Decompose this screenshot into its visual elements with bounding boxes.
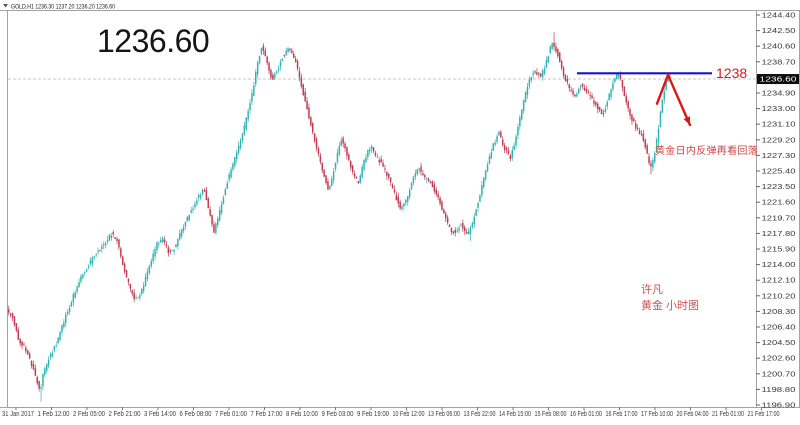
svg-text:1217.80: 1217.80 — [762, 231, 796, 238]
current-price-tag: 1236.60 — [757, 74, 799, 85]
svg-text:1208.30: 1208.30 — [762, 309, 796, 316]
svg-text:1214.00: 1214.00 — [762, 262, 796, 269]
svg-text:31 Jan 2017: 31 Jan 2017 — [2, 411, 34, 418]
svg-text:1242.50: 1242.50 — [762, 28, 796, 35]
svg-text:7 Feb 17:00: 7 Feb 17:00 — [251, 411, 283, 418]
svg-text:1238.70: 1238.70 — [762, 59, 796, 66]
svg-text:13 Feb 22:00: 13 Feb 22:00 — [464, 411, 496, 418]
svg-text:9 Feb 03:00: 9 Feb 03:00 — [322, 411, 354, 418]
svg-text:1240.60: 1240.60 — [762, 44, 796, 51]
svg-text:1221.60: 1221.60 — [762, 200, 796, 207]
signature-title: 黄金 小时图 — [641, 298, 699, 312]
svg-text:1204.50: 1204.50 — [762, 340, 796, 347]
svg-text:1223.50: 1223.50 — [762, 184, 796, 191]
candles-layer[interactable] — [8, 32, 671, 402]
symbol-ohlc-label: GOLD,H1 1236.30 1237.20 1236.20 1236.60 — [11, 5, 116, 11]
svg-text:1219.70: 1219.70 — [762, 215, 796, 222]
svg-text:1233.00: 1233.00 — [762, 106, 796, 113]
forecast-arrow — [655, 73, 692, 127]
svg-text:7 Feb 01:00: 7 Feb 01:00 — [215, 411, 247, 418]
watermark-price: 1236.60 — [97, 23, 209, 59]
svg-text:1244.40: 1244.40 — [762, 13, 796, 20]
svg-text:9 Feb 19:00: 9 Feb 19:00 — [357, 411, 389, 418]
svg-text:3 Feb 14:00: 3 Feb 14:00 — [144, 411, 176, 418]
svg-text:1236.60: 1236.60 — [760, 77, 797, 84]
level-price-label: 1238 — [716, 65, 747, 81]
svg-text:1206.40: 1206.40 — [762, 325, 796, 332]
trader-annotations — [577, 72, 712, 127]
svg-text:1202.60: 1202.60 — [762, 356, 796, 363]
svg-text:1234.90: 1234.90 — [762, 91, 796, 98]
svg-text:2 Feb 05:00: 2 Feb 05:00 — [73, 411, 105, 418]
svg-text:21 Feb 17:00: 21 Feb 17:00 — [748, 411, 780, 418]
svg-text:1227.30: 1227.30 — [762, 153, 796, 160]
forecast-arrowhead — [683, 116, 690, 126]
svg-text:6 Feb 08:00: 6 Feb 08:00 — [180, 411, 212, 418]
svg-text:8 Feb 10:00: 8 Feb 10:00 — [286, 411, 318, 418]
svg-text:2 Feb 21:00: 2 Feb 21:00 — [109, 411, 141, 418]
svg-text:15 Feb 08:00: 15 Feb 08:00 — [535, 411, 567, 418]
svg-text:16 Feb 17:00: 16 Feb 17:00 — [606, 411, 638, 418]
signature-name: 许凡 — [641, 283, 663, 296]
chart-dropdown-icon[interactable] — [3, 4, 8, 8]
svg-text:1212.10: 1212.10 — [762, 278, 796, 285]
svg-text:1198.80: 1198.80 — [762, 387, 796, 394]
svg-text:1229.20: 1229.20 — [762, 137, 796, 144]
svg-text:1200.70: 1200.70 — [762, 371, 796, 378]
svg-text:1225.40: 1225.40 — [762, 169, 796, 176]
svg-text:16 Feb 01:00: 16 Feb 01:00 — [570, 411, 602, 418]
svg-text:20 Feb 04:00: 20 Feb 04:00 — [677, 411, 709, 418]
svg-text:1 Feb 12:00: 1 Feb 12:00 — [38, 411, 70, 418]
svg-text:1196.90: 1196.90 — [762, 403, 796, 410]
svg-text:17 Feb 10:00: 17 Feb 10:00 — [641, 411, 673, 418]
svg-text:1231.10: 1231.10 — [762, 122, 796, 129]
svg-text:13 Feb 06:00: 13 Feb 06:00 — [428, 411, 460, 418]
svg-text:21 Feb 01:00: 21 Feb 01:00 — [712, 411, 744, 418]
forecast-note: 黄金日内反弹再看回落 — [655, 144, 758, 157]
svg-text:1215.90: 1215.90 — [762, 247, 796, 254]
svg-text:10 Feb 12:00: 10 Feb 12:00 — [393, 411, 425, 418]
price-axis[interactable]: 1244.401242.501240.601238.701236.801234.… — [756, 13, 796, 410]
svg-text:1210.20: 1210.20 — [762, 293, 796, 300]
svg-text:14 Feb 15:00: 14 Feb 15:00 — [499, 411, 531, 418]
time-axis[interactable]: 31 Jan 2017 1 Feb 12:00 2 Feb 05:00 2 Feb 2… — [2, 407, 780, 418]
